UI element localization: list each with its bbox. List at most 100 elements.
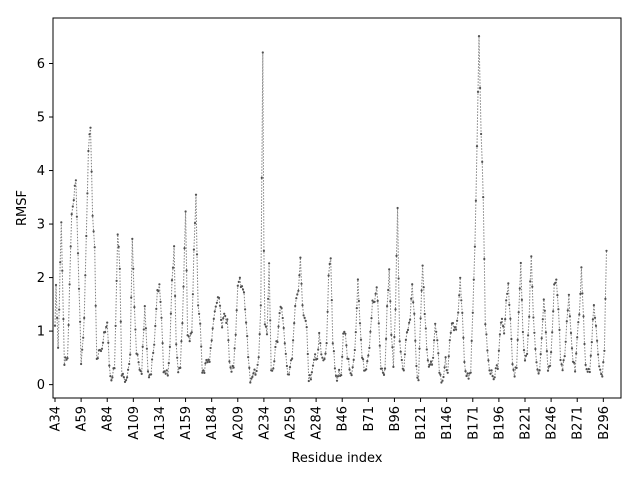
- rmsf-point: [276, 340, 279, 344]
- rmsf-point: [530, 255, 533, 258]
- y-axis-label: RMSF: [15, 190, 30, 226]
- rmsf-point: [215, 301, 218, 304]
- rmsf-point: [130, 296, 133, 299]
- rmsf-point: [401, 367, 404, 370]
- rmsf-point: [151, 358, 154, 361]
- rmsf-point: [433, 339, 436, 342]
- rmsf-point: [100, 347, 104, 350]
- rmsf-point: [519, 261, 522, 265]
- rmsf-point: [557, 308, 560, 311]
- rmsf-point: [456, 319, 459, 322]
- rmsf-point: [252, 372, 255, 375]
- rmsf-point: [354, 331, 357, 334]
- rmsf-point: [411, 283, 414, 286]
- rmsf-point: [220, 318, 223, 321]
- rmsf-point: [118, 267, 121, 270]
- rmsf-point: [573, 361, 576, 364]
- rmsf-point: [184, 210, 187, 213]
- rmsf-point: [107, 341, 110, 344]
- x-tick-label: B71: [362, 406, 377, 431]
- rmsf-point: [535, 361, 538, 364]
- rmsf-point: [434, 322, 437, 325]
- rmsf-point: [445, 369, 448, 372]
- rmsf-point: [342, 332, 345, 335]
- rmsf-point: [188, 340, 191, 343]
- rmsf-point: [428, 363, 432, 366]
- rmsf-point: [71, 205, 74, 208]
- rmsf-point: [157, 290, 160, 293]
- rmsf-point: [554, 281, 557, 284]
- rmsf-point: [481, 160, 484, 163]
- rmsf-point: [424, 327, 427, 330]
- rmsf-point: [591, 318, 595, 321]
- rmsf-point: [392, 365, 395, 368]
- rmsf-point: [509, 317, 512, 320]
- rmsf-point: [583, 342, 586, 346]
- rmsf-point: [381, 371, 385, 374]
- rmsf-point: [211, 327, 214, 330]
- rmsf-point: [58, 308, 61, 311]
- rmsf-point: [101, 341, 105, 344]
- rmsf-point: [70, 213, 73, 216]
- rmsf-point: [319, 342, 322, 345]
- x-tick-label: B146: [440, 406, 455, 440]
- rmsf-point: [314, 353, 317, 356]
- rmsf-point: [124, 379, 128, 382]
- rmsf-point: [206, 361, 209, 364]
- rmsf-point: [418, 347, 421, 350]
- rmsf-point: [350, 374, 353, 377]
- rmsf-point: [403, 353, 406, 356]
- rmsf-point: [600, 372, 603, 376]
- rmsf-point: [493, 376, 496, 379]
- rmsf-point: [57, 346, 60, 349]
- rmsf-point: [310, 371, 313, 374]
- rmsf-point: [59, 261, 62, 264]
- rmsf-point: [544, 331, 548, 334]
- rmsf-point: [205, 358, 208, 362]
- rmsf-point: [228, 360, 231, 363]
- rmsf-point: [264, 325, 268, 328]
- rmsf-point: [323, 357, 326, 361]
- rmsf-point: [470, 339, 473, 342]
- rmsf-point: [404, 338, 407, 341]
- rmsf-point: [88, 133, 91, 136]
- rmsf-point: [521, 330, 525, 334]
- rmsf-point: [305, 326, 308, 329]
- rmsf-point: [430, 363, 434, 366]
- rmsf-point: [213, 310, 216, 313]
- rmsf-point: [136, 353, 139, 356]
- rmsf-point: [238, 276, 241, 279]
- rmsf-point: [241, 288, 245, 291]
- rmsf-point: [106, 321, 109, 324]
- rmsf-point: [282, 326, 285, 330]
- rmsf-point: [570, 347, 574, 350]
- x-axis-ticks: A34 A59 A84 A109 A134 A159 A184 A209 A234 A259 A28…: [49, 398, 612, 440]
- rmsf-point: [564, 340, 567, 343]
- rmsf-point: [588, 370, 591, 374]
- rmsf-point: [177, 371, 180, 374]
- rmsf-point: [291, 357, 294, 360]
- rmsf-point: [190, 331, 193, 334]
- rmsf-point: [357, 299, 360, 303]
- rmsf-point: [495, 364, 498, 367]
- rmsf-point: [541, 318, 544, 321]
- rmsf-point: [246, 335, 249, 338]
- rmsf-point: [176, 356, 179, 359]
- rmsf-point: [113, 367, 116, 370]
- rmsf-point: [199, 322, 202, 325]
- rmsf-point: [163, 370, 166, 373]
- rmsf-point: [529, 280, 532, 283]
- rmsf-point: [460, 299, 463, 302]
- rmsf-point: [232, 366, 235, 369]
- rmsf-point: [209, 346, 212, 350]
- rmsf-point: [254, 373, 257, 376]
- rmsf-point: [400, 358, 403, 362]
- rmsf-point: [598, 365, 601, 368]
- rmsf-point: [559, 358, 562, 362]
- rmsf-point: [328, 262, 331, 266]
- rmsf-point: [550, 351, 553, 354]
- rmsf-point: [581, 292, 584, 295]
- rmsf-point: [187, 335, 190, 338]
- rmsf-point: [54, 283, 58, 287]
